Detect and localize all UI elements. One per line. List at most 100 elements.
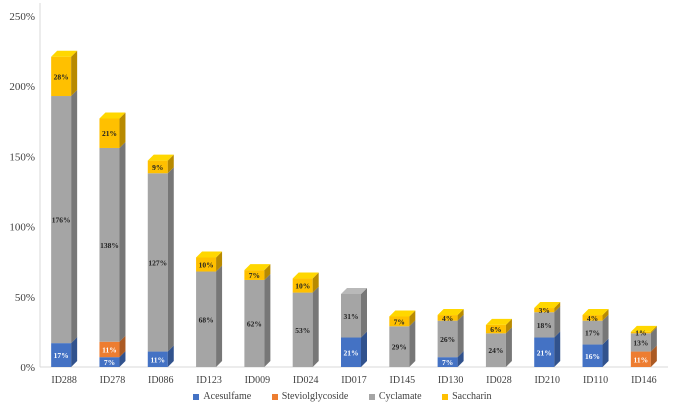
data-label: 176% [52, 216, 71, 225]
y-tick-label: 0% [20, 362, 35, 374]
bar-side-saccharin [119, 112, 126, 148]
y-tick-label: 200% [9, 81, 35, 93]
bar-side-acesulfame [361, 331, 367, 367]
bar-segment-cyclamate [99, 147, 120, 342]
bar-side-saccharin [602, 309, 609, 321]
bar-segment-saccharin [437, 315, 458, 321]
bar-segment-acesulfame [437, 357, 458, 367]
bar-side-cyclamate [409, 320, 416, 367]
data-label: 18% [537, 321, 552, 330]
bar-top-cyclamate [341, 287, 367, 294]
bar-segment-saccharin [244, 270, 265, 280]
bar-top-saccharin [292, 272, 319, 279]
bar-side-saccharin [167, 154, 174, 174]
bar-segment-cyclamate [341, 293, 361, 338]
bar-segment-acesulfame [51, 343, 72, 367]
data-label: 138% [100, 241, 119, 250]
x-tick-label: ID288 [51, 375, 77, 386]
x-tick-label: ID146 [631, 375, 657, 386]
data-label: 7% [249, 271, 260, 280]
bar-side-saccharin [505, 318, 512, 334]
bar-segment-cyclamate [51, 96, 72, 344]
bar-segment-saccharin [196, 257, 217, 272]
bar-side-cyclamate [264, 273, 271, 367]
bar-segment-cyclamate [534, 312, 555, 338]
legend-label-cyclamate: Cyclamate [378, 391, 422, 402]
bar-side-saccharin [71, 50, 78, 97]
legend-swatch-saccharin [442, 393, 449, 400]
bar-segment-cyclamate [437, 320, 458, 358]
data-label: 7% [104, 358, 115, 367]
bar-top-saccharin [485, 318, 512, 325]
x-tick-label: ID110 [583, 375, 608, 386]
bar-top-saccharin [630, 325, 657, 332]
bar-top-saccharin [147, 154, 174, 161]
bar-side-steviolglycoside [650, 345, 657, 367]
data-label: 53% [295, 326, 310, 335]
data-label: 62% [247, 319, 262, 328]
data-label: 17% [585, 329, 600, 338]
legend-swatch-cyclamate [368, 393, 375, 400]
bar-segment-cyclamate [244, 279, 265, 367]
legend-item-acesulfame: Acesulfame [193, 391, 251, 402]
bar-side-acesulfame [602, 338, 609, 367]
data-label: 10% [295, 282, 310, 291]
bar-side-cyclamate [71, 90, 78, 344]
bar-side-acesulfame [71, 337, 78, 367]
bar-side-cyclamate [457, 314, 464, 358]
data-label: 13% [633, 338, 648, 347]
x-tick-label: ID130 [438, 375, 464, 386]
data-label: 11% [102, 345, 117, 354]
bar-top-saccharin [196, 251, 223, 258]
bar-top-saccharin [582, 309, 609, 316]
bar-side-saccharin [554, 302, 561, 313]
data-label: 9% [152, 163, 163, 172]
bar-top-saccharin [99, 112, 126, 119]
data-label: 127% [148, 258, 167, 267]
bar-top-saccharin [534, 302, 561, 309]
x-tick-label: ID145 [390, 375, 416, 386]
bar-segment-acesulfame [582, 344, 603, 367]
bar-side-cyclamate [650, 327, 657, 352]
x-tick-label: ID009 [245, 375, 271, 386]
bar-segment-acesulfame [341, 337, 361, 367]
bar-side-cyclamate [505, 327, 512, 367]
bar-segment-cyclamate [630, 333, 651, 352]
bar-side-cyclamate [361, 287, 367, 338]
bar-segment-cyclamate [292, 292, 313, 367]
bar-side-saccharin [312, 272, 319, 293]
y-tick-label: 100% [9, 222, 35, 234]
legend-swatch-steviolglycoside [271, 393, 278, 400]
data-label: 7% [442, 358, 453, 367]
bar-segment-acesulfame [147, 351, 168, 367]
bar-segment-saccharin [389, 316, 410, 327]
y-tick-label: 250% [9, 11, 35, 23]
data-label: 4% [442, 314, 453, 323]
bar-segment-saccharin [630, 331, 651, 334]
x-tick-label: ID028 [486, 375, 512, 386]
legend-label-acesulfame: Acesulfame [203, 391, 252, 402]
bar-segment-cyclamate [389, 326, 410, 367]
data-label: 31% [344, 312, 359, 321]
data-label: 11% [150, 355, 165, 364]
data-label: 1% [635, 329, 646, 338]
legend-item-cyclamate: Cyclamate [368, 391, 422, 402]
data-label: 3% [539, 306, 550, 315]
data-label: 24% [488, 346, 503, 355]
bar-segment-acesulfame [99, 357, 120, 367]
legend-item-saccharin: Saccharin [442, 391, 492, 402]
bar-side-saccharin [264, 264, 271, 280]
bar-side-cyclamate [554, 306, 561, 338]
bar-segment-saccharin [147, 160, 168, 174]
bar-side-cyclamate [167, 167, 174, 352]
bar-side-acesulfame [167, 345, 174, 367]
bar-top-saccharin [389, 310, 416, 317]
bar-top-saccharin [51, 50, 78, 57]
bar-side-acesulfame [457, 351, 464, 367]
bar-segment-saccharin [485, 324, 506, 334]
bar-segment-cyclamate [196, 271, 217, 367]
bar-segment-saccharin [51, 56, 72, 97]
legend-swatch-acesulfame [193, 393, 200, 400]
x-tick-label: ID086 [148, 375, 174, 386]
